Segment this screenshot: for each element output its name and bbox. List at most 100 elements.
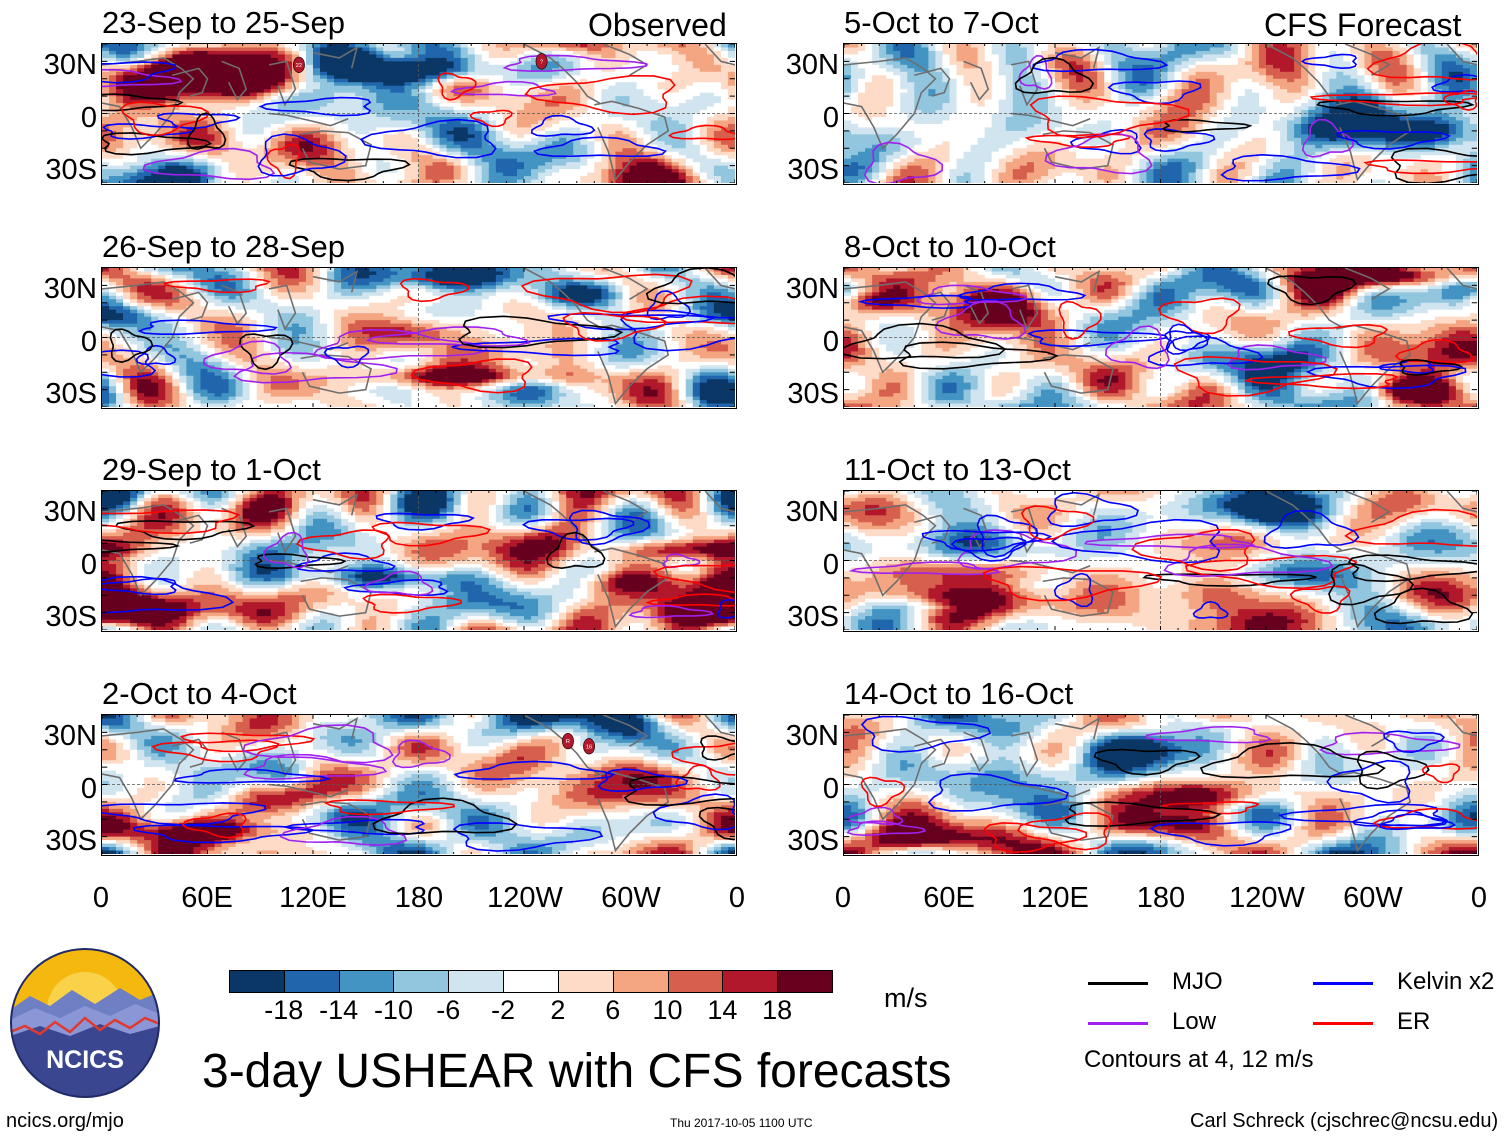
wave-contours: [102, 55, 735, 180]
contour-line: [158, 113, 239, 128]
contour-line: [526, 76, 675, 115]
contour-line: [1380, 814, 1454, 829]
colorbar-bin: [338, 970, 395, 993]
contour-line: [1059, 302, 1101, 340]
contour-line: [102, 62, 175, 83]
contour-line: [1384, 731, 1444, 752]
contour-line: [1432, 75, 1477, 92]
lat-label: 30N: [22, 722, 97, 751]
colorbar-bin: [722, 970, 779, 993]
contour-line: [861, 295, 972, 308]
lat-label: 30N: [764, 51, 839, 80]
contour-line: [1302, 54, 1356, 68]
lat-label: 30N: [22, 275, 97, 304]
contour-line: [373, 798, 516, 834]
contour-line: [1109, 81, 1201, 104]
contour-line: [1144, 129, 1214, 151]
contour-line: [630, 606, 713, 618]
coastlines: [844, 44, 1477, 182]
storm-marker: ?: [536, 54, 547, 70]
legend-swatch: [1088, 1022, 1148, 1025]
lon-label: 60W: [1343, 884, 1403, 913]
forecast-panel-4: [843, 714, 1479, 856]
contour-line: [401, 279, 469, 302]
lat-label: 30S: [764, 603, 839, 632]
colorbar-tick-label: -18: [264, 997, 303, 1024]
legend-label: Kelvin x2: [1397, 970, 1494, 994]
contour-line: [1222, 155, 1360, 181]
ncics-logo: NCICS: [10, 948, 160, 1098]
contour-line: [1071, 130, 1141, 154]
contour-line: [1033, 50, 1167, 72]
contour-line: [676, 765, 720, 790]
contour-line: [648, 594, 735, 606]
website-link[interactable]: ncics.org/mjo: [6, 1111, 124, 1131]
storm-marker: R: [562, 733, 573, 749]
contour-line: [1444, 91, 1477, 110]
contour-line: [900, 342, 1057, 369]
contour-line: [647, 291, 690, 319]
contour-line: [1327, 761, 1409, 803]
contour-line: [1095, 750, 1200, 775]
contour-line: [672, 742, 735, 776]
contour-line: [1349, 555, 1477, 581]
storm-label: R: [566, 739, 570, 745]
timestamp: Thu 2017-10-05 1100 UTC: [670, 1117, 813, 1129]
contour-line: [923, 531, 1051, 551]
contour-line: [1329, 564, 1413, 605]
contour-line: [372, 522, 489, 545]
contour-line: [314, 330, 487, 360]
panel-title: 26-Sep to 28-Sep: [102, 231, 345, 262]
contour-line: [570, 510, 650, 544]
lon-label: 120W: [1229, 884, 1305, 913]
contour-line: [102, 577, 233, 613]
panel-title: 11-Oct to 13-Oct: [844, 454, 1071, 485]
contour-line: [1422, 764, 1459, 782]
contour-line: [455, 761, 613, 779]
contour-line: [470, 110, 511, 126]
lat-label: 30S: [22, 603, 97, 632]
contour-line: [368, 327, 529, 346]
shear-heatmap: 22?: [102, 44, 735, 183]
contour-line: [1318, 100, 1473, 115]
contour-line: [153, 740, 279, 761]
storm-marker: 22: [293, 57, 304, 73]
contour-line: [1159, 298, 1240, 333]
lon-label: 60E: [923, 884, 975, 913]
contour-line: [188, 113, 226, 149]
observed-label: Observed: [588, 9, 727, 41]
contour-line: [532, 116, 595, 137]
contour-line: [364, 571, 432, 595]
contour-line: [243, 725, 392, 763]
contour-line: [256, 554, 345, 568]
legend-label: ER: [1397, 1010, 1430, 1034]
contour-line: [1163, 120, 1250, 132]
contour-line: [175, 769, 329, 783]
contour-line: [717, 600, 735, 618]
contour-line: [376, 513, 473, 530]
contour-line: [164, 279, 269, 292]
forecast-label: CFS Forecast: [1264, 9, 1461, 41]
contour-line: [345, 580, 447, 595]
legend-swatch: [1313, 1022, 1373, 1025]
contour-line: [1046, 134, 1152, 174]
contour-line: [1368, 44, 1477, 80]
wave-contours: [865, 44, 1477, 183]
legend-label: MJO: [1172, 970, 1223, 994]
storm-marker: 16: [583, 738, 594, 754]
contour-line: [1201, 743, 1384, 778]
heatmap-cells: [844, 44, 1477, 183]
lat-label: 0: [764, 775, 839, 804]
lon-label: 120E: [279, 884, 347, 913]
contour-line: [977, 515, 1037, 557]
colorbar-tick-label: 6: [605, 997, 620, 1024]
contour-line: [862, 717, 990, 752]
contour-line: [504, 55, 646, 71]
contour-line: [929, 774, 1068, 811]
observed-panel-2: [101, 267, 737, 409]
lon-label: 0: [93, 884, 109, 913]
contour-line: [261, 98, 371, 116]
lat-label: 30N: [22, 498, 97, 527]
wave-contours: [102, 268, 735, 393]
contour-line: [1337, 131, 1449, 149]
